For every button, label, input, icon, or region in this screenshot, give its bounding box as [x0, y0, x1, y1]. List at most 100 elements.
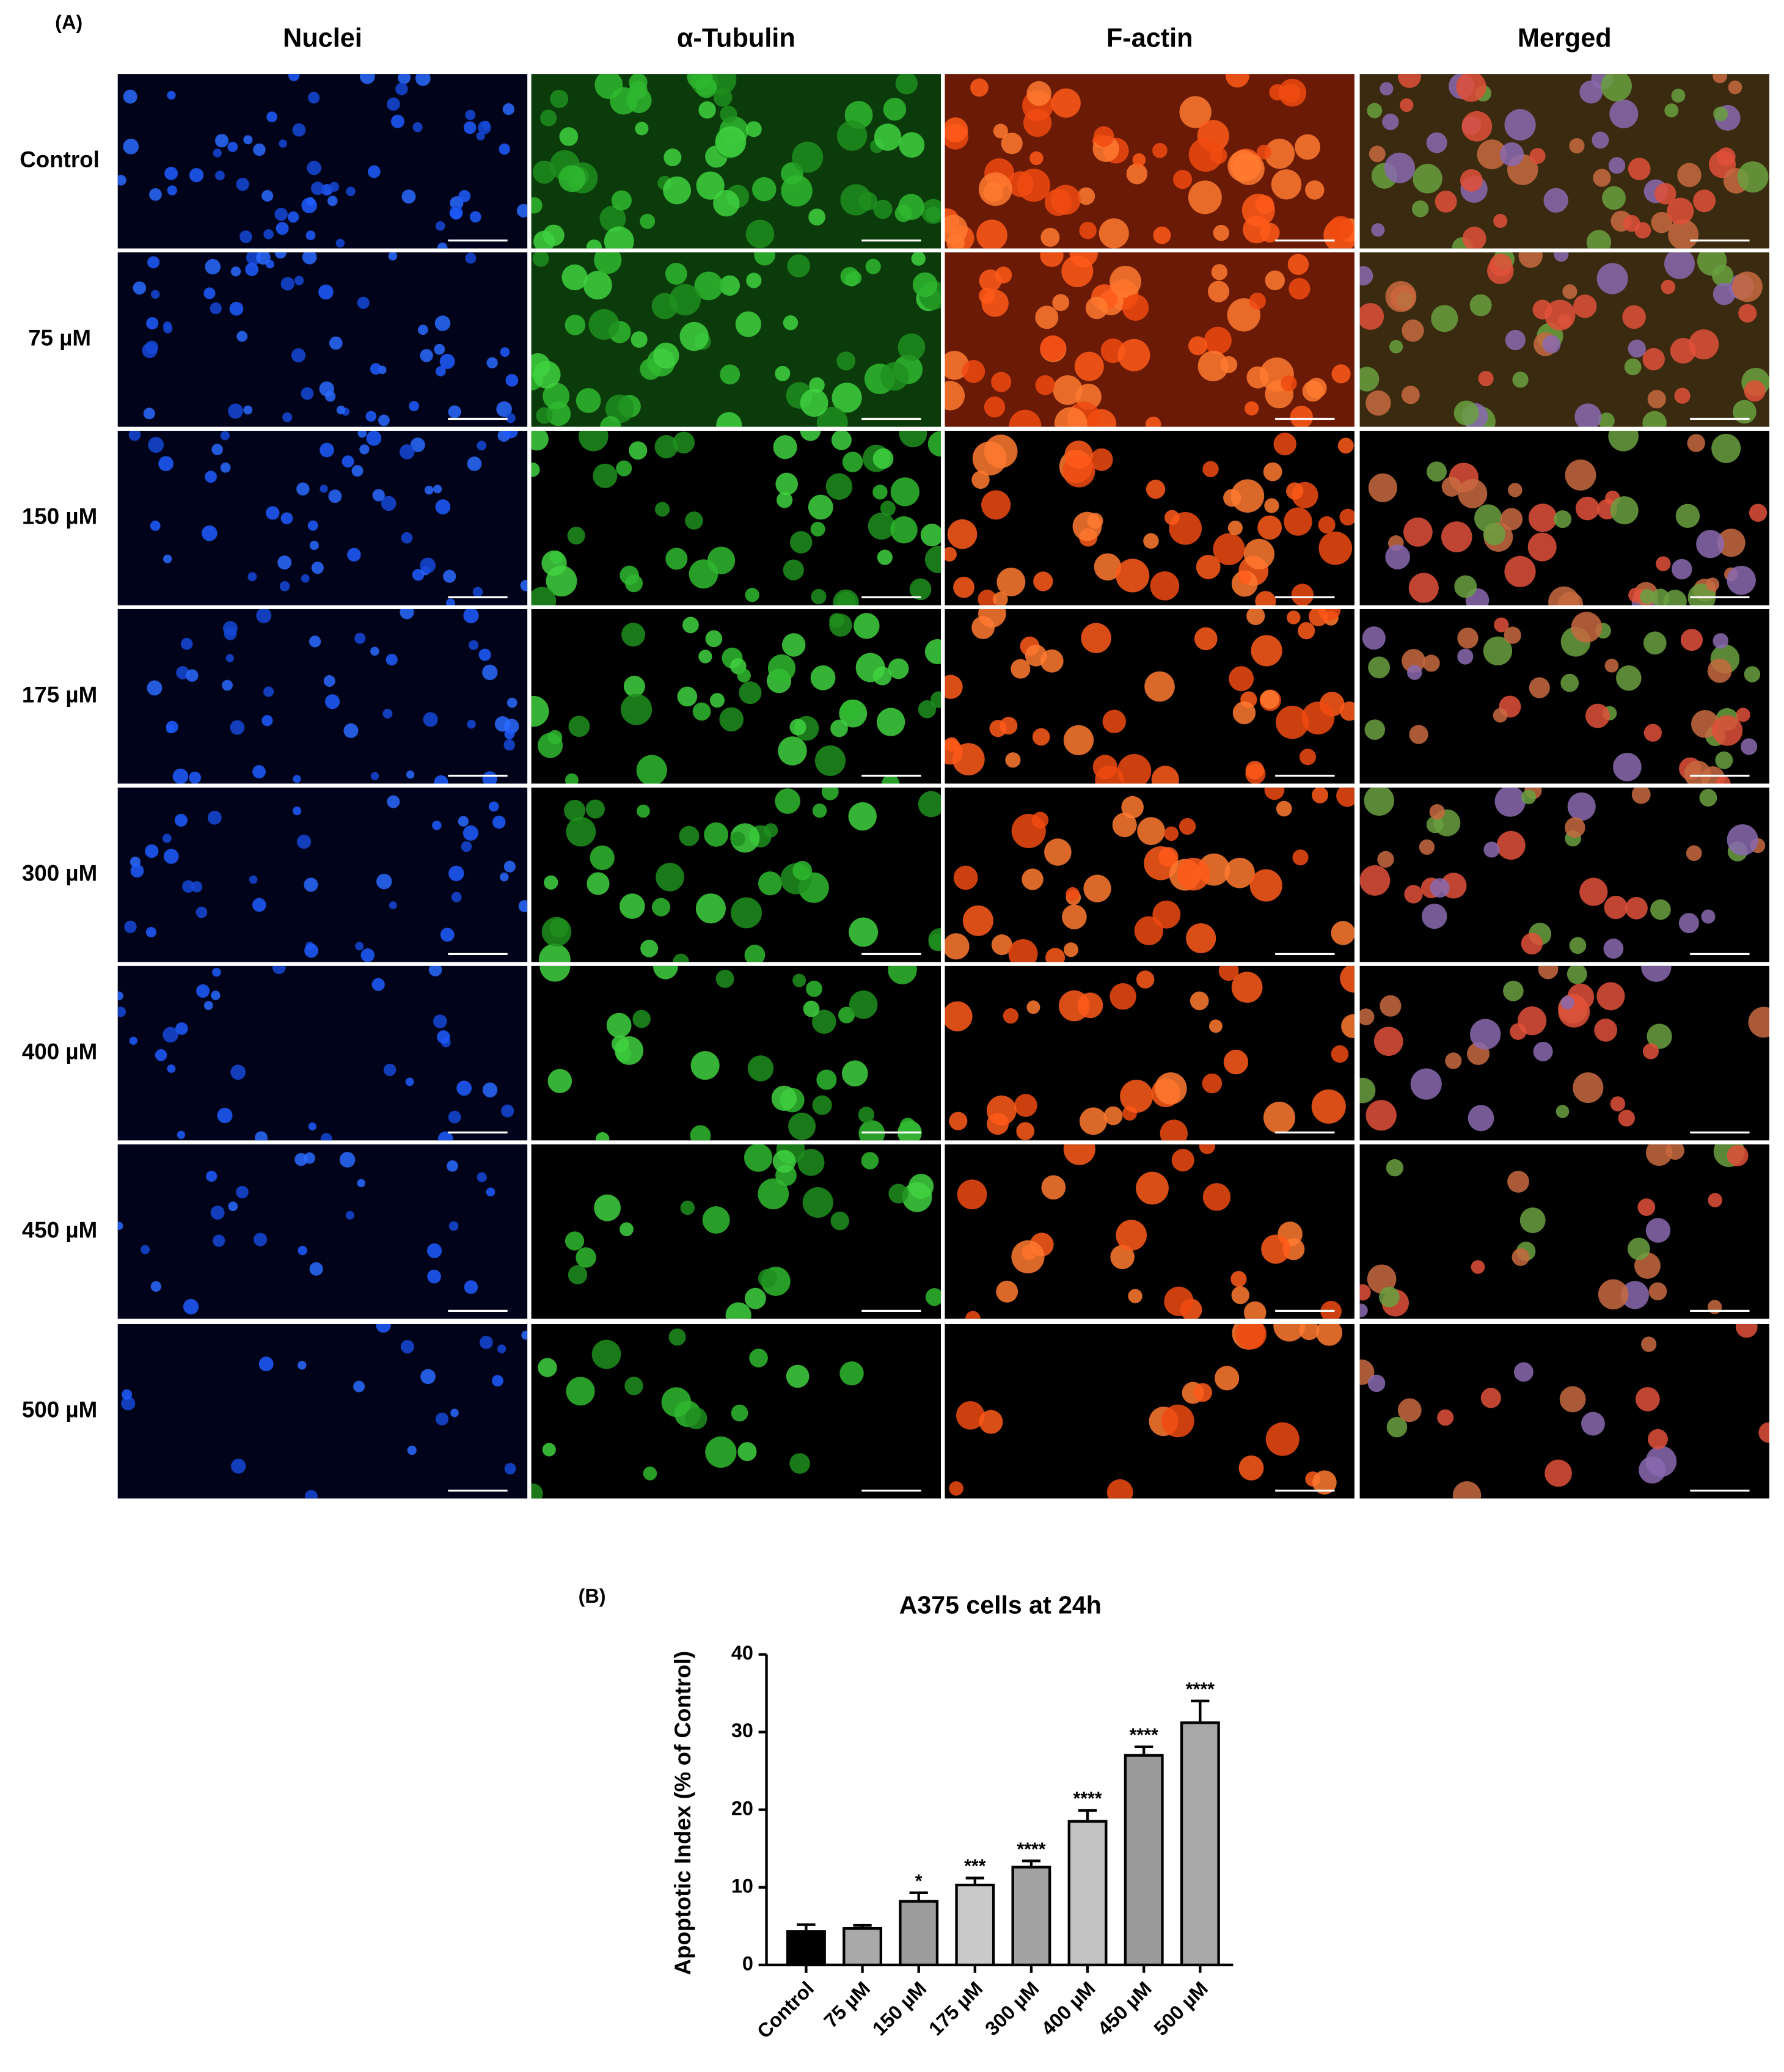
cell — [773, 435, 797, 459]
cell — [786, 1364, 810, 1388]
cell — [1529, 148, 1546, 164]
cell — [146, 317, 159, 330]
micrograph — [531, 431, 941, 606]
cell — [1035, 306, 1059, 329]
cell — [320, 1133, 332, 1141]
cell — [1594, 1018, 1618, 1042]
cell — [1697, 252, 1727, 276]
cell — [395, 82, 408, 95]
cell — [492, 1375, 503, 1387]
cell — [1654, 183, 1676, 205]
cell — [328, 489, 342, 503]
cell — [503, 739, 515, 751]
micrograph — [117, 609, 528, 784]
cell — [1493, 213, 1508, 229]
cell — [538, 1358, 557, 1377]
cell — [1110, 1245, 1135, 1270]
cell — [398, 74, 411, 84]
cell — [1609, 99, 1639, 128]
cell — [215, 170, 225, 181]
cells — [565, 1144, 941, 1319]
cell — [962, 905, 993, 936]
cell — [1367, 103, 1383, 119]
cells — [531, 74, 941, 249]
cell — [1503, 980, 1524, 1001]
cell — [1456, 74, 1486, 102]
cell — [207, 810, 222, 825]
cell — [1713, 106, 1728, 122]
cell — [1245, 401, 1259, 415]
cell — [861, 1152, 879, 1170]
cell — [482, 664, 498, 681]
y-tick-label: 20 — [731, 1797, 753, 1819]
cell — [505, 374, 519, 387]
micrograph-bg — [945, 1323, 1354, 1499]
cell — [1457, 648, 1474, 665]
cell — [1040, 335, 1066, 361]
micrograph — [117, 1323, 528, 1499]
cell — [808, 208, 825, 226]
cell — [1663, 590, 1687, 606]
cell — [1504, 555, 1536, 587]
cell — [383, 1063, 397, 1077]
cell — [1499, 142, 1524, 167]
cell — [1604, 895, 1628, 920]
micrograph-bg — [1359, 787, 1769, 962]
cell — [590, 845, 615, 871]
micrograph — [945, 787, 1354, 962]
cell — [559, 127, 579, 146]
cell — [775, 472, 799, 496]
cell — [1265, 1422, 1300, 1456]
y-tick-label: 10 — [731, 1875, 753, 1897]
bar — [899, 1900, 939, 1966]
cell — [1667, 197, 1694, 225]
cell — [463, 609, 479, 624]
cell — [1559, 1386, 1586, 1413]
cell — [201, 525, 218, 541]
cell — [1380, 82, 1394, 96]
cell — [1031, 811, 1049, 829]
cell — [1608, 157, 1626, 174]
cell — [1301, 701, 1335, 734]
cell — [952, 743, 985, 776]
cell — [443, 569, 456, 583]
cell — [776, 492, 793, 508]
cell — [318, 284, 334, 300]
cell — [1622, 305, 1646, 329]
cell — [434, 343, 445, 355]
micrograph — [531, 1144, 941, 1319]
cell — [342, 455, 354, 468]
cell — [979, 1410, 1003, 1434]
cell — [1188, 180, 1222, 214]
cell — [882, 774, 900, 784]
cell — [682, 617, 699, 634]
cells — [945, 432, 1354, 606]
cell — [1249, 869, 1282, 902]
cell — [1188, 137, 1223, 172]
cell — [1260, 689, 1279, 709]
cell — [287, 211, 299, 223]
significance-label: **** — [1186, 1680, 1215, 1700]
cell — [1014, 1094, 1037, 1117]
cell — [1457, 628, 1479, 649]
cell — [1367, 1374, 1386, 1393]
cell — [924, 639, 941, 665]
cell — [1627, 1237, 1650, 1261]
cell — [945, 381, 965, 411]
cell — [1661, 279, 1676, 295]
cell — [280, 512, 293, 525]
cell — [400, 609, 414, 620]
cell — [1647, 1023, 1672, 1049]
cell — [1581, 1411, 1605, 1436]
cell — [783, 315, 799, 331]
cell — [288, 74, 300, 81]
cell — [1411, 200, 1429, 218]
cell — [302, 252, 317, 265]
cell — [147, 680, 163, 696]
cell — [1585, 703, 1610, 728]
cell — [849, 990, 878, 1019]
cell — [1613, 752, 1642, 782]
cell — [451, 891, 462, 902]
cell — [336, 405, 346, 415]
